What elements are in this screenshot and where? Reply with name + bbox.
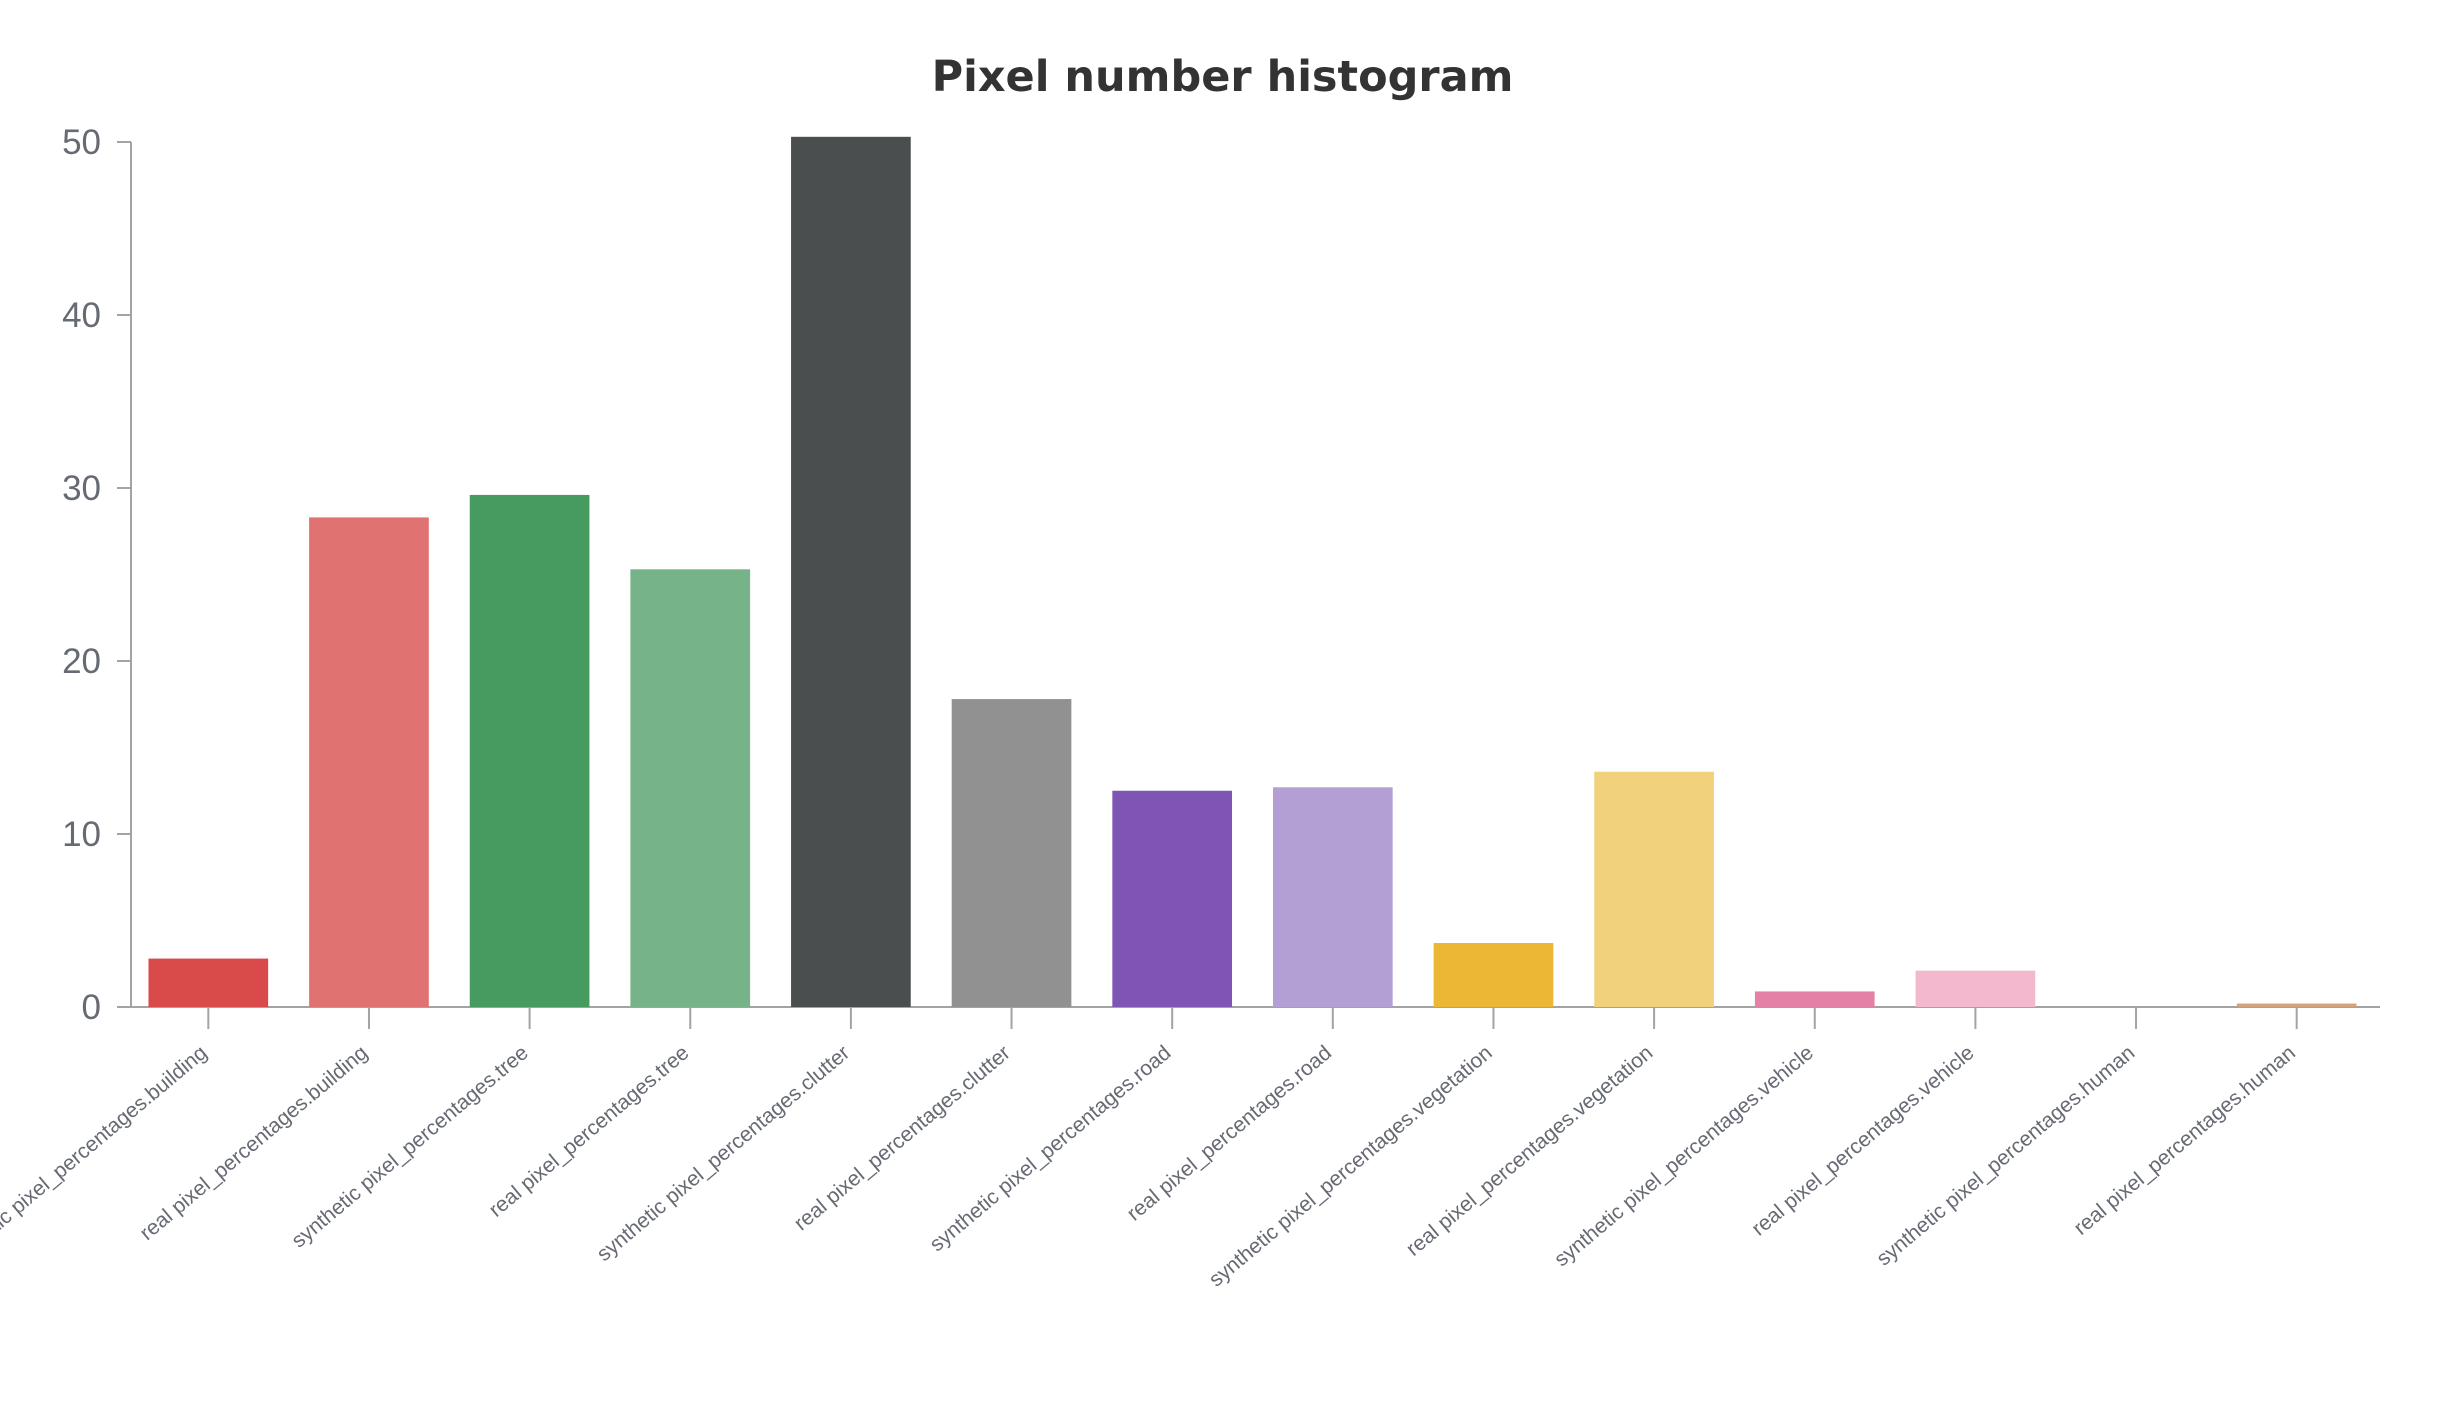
- y-tick-label: 0: [82, 988, 101, 1027]
- x-tick-label: synthetic pixel_percentages.vegetation: [1205, 1041, 1497, 1291]
- x-tick-labels: synthetic pixel_percentages.building real…: [0, 1041, 2300, 1291]
- bar: [1433, 942, 1554, 1007]
- bar: [1112, 790, 1233, 1007]
- bar: [791, 136, 911, 1007]
- y-tick-label: 10: [62, 815, 101, 854]
- x-tick-label: synthetic pixel_percentages.vehicle: [1550, 1041, 1818, 1271]
- bar: [469, 494, 590, 1007]
- bar: [1272, 787, 1393, 1007]
- y-tick-label: 40: [62, 296, 101, 335]
- bar: [148, 958, 269, 1007]
- y-tick-label: 30: [62, 469, 101, 508]
- y-tick-label: 20: [62, 642, 101, 681]
- bar: [951, 699, 1072, 1007]
- y-tick-label: 50: [62, 123, 101, 162]
- x-tick-label: synthetic pixel_percentages.human: [1872, 1041, 2139, 1270]
- x-tick-label: real pixel_percentages.vegetation: [1402, 1041, 1657, 1260]
- bar: [2236, 1003, 2357, 1007]
- x-tick-label: synthetic pixel_percentages.clutter: [593, 1041, 855, 1266]
- bars: [148, 136, 2357, 1007]
- bar: [1915, 970, 2036, 1007]
- x-tick-label: synthetic pixel_percentages.building: [0, 1041, 212, 1275]
- bar: [1594, 771, 1714, 1007]
- chart-title: Pixel number histogram: [931, 52, 1514, 102]
- bar: [1754, 991, 1875, 1007]
- bar: [309, 517, 429, 1007]
- bar: [630, 569, 751, 1007]
